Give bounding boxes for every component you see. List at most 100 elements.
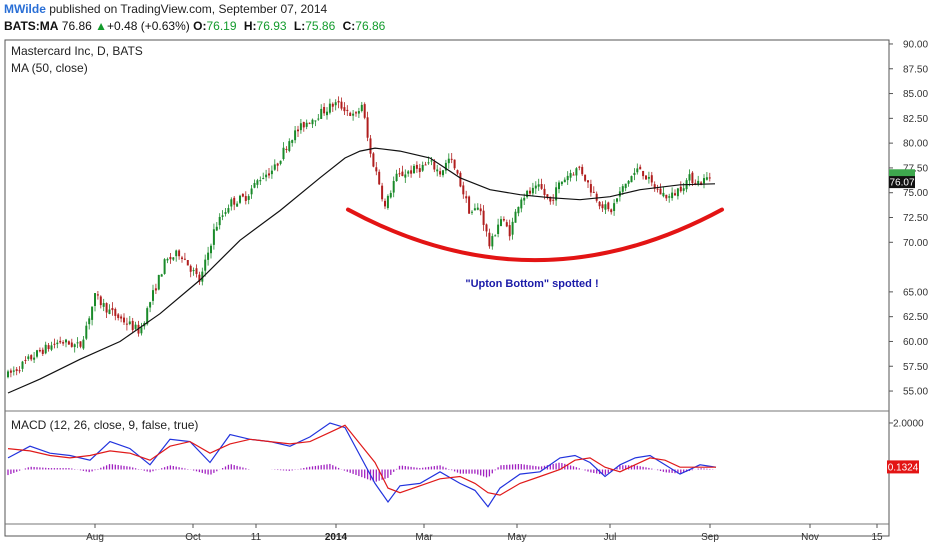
candle-body[interactable] (123, 317, 125, 323)
candle-body[interactable] (50, 345, 53, 350)
candle-body[interactable] (33, 357, 36, 360)
candle-body[interactable] (682, 188, 685, 191)
candle-body[interactable] (627, 180, 630, 184)
candle-body[interactable] (621, 186, 624, 192)
candle-body[interactable] (386, 195, 389, 208)
candle-body[interactable] (418, 168, 421, 173)
candle-body[interactable] (482, 210, 485, 225)
candle-body[interactable] (497, 224, 500, 234)
candle-body[interactable] (302, 122, 305, 128)
candle-body[interactable] (62, 342, 65, 344)
candle-body[interactable] (105, 303, 108, 313)
candle-body[interactable] (407, 171, 410, 174)
candle-body[interactable] (381, 185, 384, 200)
candle-body[interactable] (326, 111, 328, 116)
candle-body[interactable] (392, 181, 395, 193)
candle-body[interactable] (128, 321, 131, 325)
candle-body[interactable] (134, 324, 137, 329)
candle-body[interactable] (610, 209, 613, 213)
candle-body[interactable] (508, 225, 511, 237)
price-axis[interactable]: 90.00 87.50 85.00 82.50 80.00 77.50 75.00 72.50… (889, 39, 928, 398)
candle-body[interactable] (288, 141, 291, 151)
candle-body[interactable] (181, 257, 183, 259)
candle-body[interactable] (447, 158, 450, 164)
candle-body[interactable] (410, 170, 413, 174)
candle-body[interactable] (12, 370, 15, 372)
candle-body[interactable] (442, 170, 444, 176)
chart-canvas[interactable]: 90.00 87.50 85.00 82.50 80.00 77.50 75.00 72.50… (0, 38, 932, 550)
candle-body[interactable] (207, 252, 210, 260)
candle-body[interactable] (117, 314, 120, 319)
candle-body[interactable] (531, 187, 534, 194)
candle-body[interactable] (592, 191, 595, 193)
candle-body[interactable] (224, 212, 227, 214)
candle-body[interactable] (491, 236, 494, 247)
candle-body[interactable] (250, 188, 253, 195)
candle-body[interactable] (131, 320, 134, 330)
candle-body[interactable] (589, 184, 592, 193)
candle-body[interactable] (584, 174, 587, 181)
candle-body[interactable] (76, 342, 79, 344)
candle-body[interactable] (65, 339, 67, 343)
candle-body[interactable] (15, 369, 18, 372)
candle-body[interactable] (53, 343, 56, 345)
candle-body[interactable] (38, 349, 41, 352)
candle-body[interactable] (511, 221, 514, 235)
candle-body[interactable] (265, 174, 268, 178)
candle-body[interactable] (328, 103, 331, 113)
candle-body[interactable] (668, 196, 671, 198)
candle-body[interactable] (297, 129, 299, 132)
candle-body[interactable] (195, 268, 198, 275)
candle-body[interactable] (688, 174, 691, 181)
candle-body[interactable] (566, 175, 569, 181)
macd-line[interactable] (7, 422, 717, 508)
candle-body[interactable] (82, 339, 85, 349)
candle-body[interactable] (340, 101, 343, 109)
candle-body[interactable] (366, 117, 369, 138)
candle-body[interactable] (91, 306, 94, 320)
candle-body[interactable] (236, 203, 239, 207)
candle-body[interactable] (27, 356, 30, 359)
candle-body[interactable] (595, 193, 598, 201)
candle-body[interactable] (233, 197, 236, 205)
candle-body[interactable] (560, 181, 563, 185)
candle-body[interactable] (424, 164, 427, 166)
candle-body[interactable] (413, 165, 415, 174)
candle-body[interactable] (578, 166, 581, 168)
candle-body[interactable] (694, 182, 697, 184)
candle-body[interactable] (485, 224, 488, 232)
candle-body[interactable] (337, 100, 340, 103)
candle-body[interactable] (502, 219, 505, 221)
candle-body[interactable] (630, 176, 633, 183)
candle-body[interactable] (624, 183, 627, 189)
candle-body[interactable] (526, 190, 529, 198)
candle-body[interactable] (352, 113, 355, 116)
candle-body[interactable] (552, 199, 555, 201)
candle-body[interactable] (125, 323, 128, 325)
candle-body[interactable] (703, 178, 705, 184)
candle-body[interactable] (546, 194, 549, 198)
candle-body[interactable] (183, 258, 186, 260)
candle-body[interactable] (67, 341, 70, 345)
candle-body[interactable] (697, 180, 700, 185)
candle-body[interactable] (79, 341, 82, 347)
candle-body[interactable] (647, 176, 650, 179)
candle-body[interactable] (299, 123, 302, 131)
candle-body[interactable] (47, 345, 50, 350)
candle-body[interactable] (642, 171, 645, 177)
candle-body[interactable] (346, 109, 349, 111)
candle-body[interactable] (549, 196, 552, 202)
candle-body[interactable] (282, 147, 285, 160)
candle-body[interactable] (94, 293, 96, 306)
candle-body[interactable] (372, 153, 375, 167)
candle-body[interactable] (427, 162, 430, 164)
candle-body[interactable] (436, 169, 439, 172)
candle-body[interactable] (120, 316, 123, 319)
candle-body[interactable] (473, 208, 476, 211)
candle-body[interactable] (653, 184, 656, 189)
candle-body[interactable] (311, 119, 314, 125)
macd-axis[interactable]: 2.0000 (889, 418, 924, 429)
candle-body[interactable] (471, 211, 473, 213)
candle-body[interactable] (21, 361, 24, 369)
candle-body[interactable] (96, 294, 99, 296)
